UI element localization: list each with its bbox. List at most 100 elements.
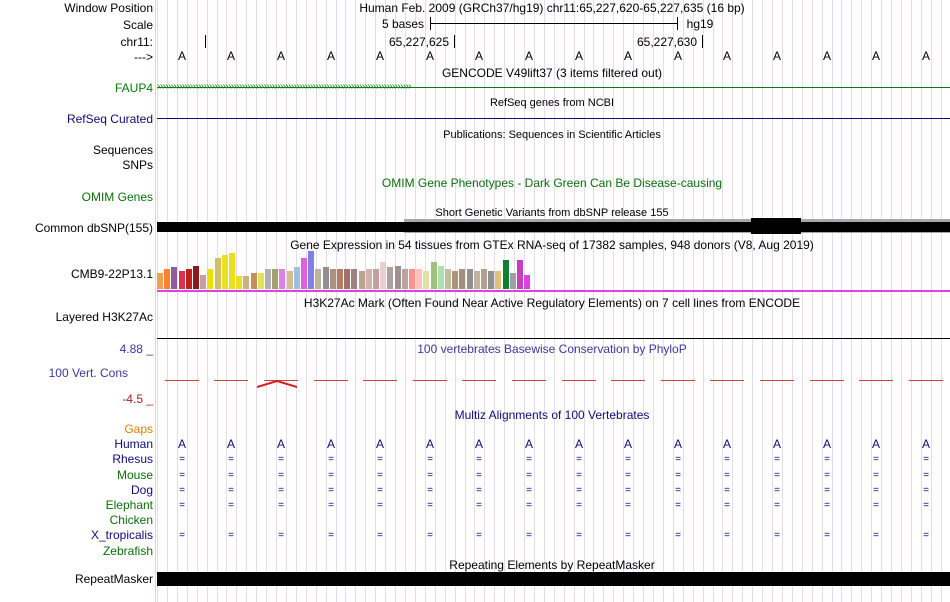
grid-line <box>375 0 376 602</box>
grid-line <box>296 0 297 602</box>
gtex-tissue-bar[interactable] <box>157 273 163 289</box>
gtex-tissue-bar[interactable] <box>329 269 336 289</box>
gtex-tissue-bar[interactable] <box>481 269 487 289</box>
gtex-tissue-bar[interactable] <box>315 269 322 289</box>
h3k27ac-track-label[interactable]: Layered H3K27Ac <box>55 310 153 324</box>
gtex-tissue-bar[interactable] <box>344 269 351 289</box>
dbsnp-variant-block[interactable] <box>751 218 801 234</box>
gtex-tissue-bar[interactable] <box>509 273 516 289</box>
multiz-species-label[interactable]: Elephant <box>105 498 153 512</box>
grid-line <box>802 0 803 602</box>
refseq-track-label[interactable]: RefSeq Curated <box>66 112 153 126</box>
grid-line <box>851 0 852 602</box>
gtex-tissue-bar[interactable] <box>337 269 343 289</box>
multiz-species-label[interactable]: Human <box>114 437 153 452</box>
multiz-species-label[interactable]: Gaps <box>124 422 153 436</box>
gtex-tissue-bar[interactable] <box>365 269 372 289</box>
gtex-tissue-bar[interactable] <box>229 253 235 289</box>
gtex-tissue-bar[interactable] <box>257 273 264 289</box>
gtex-tissue-bar[interactable] <box>373 269 379 289</box>
gtex-tissue-bar[interactable] <box>380 262 387 289</box>
gtex-tissue-bar[interactable] <box>473 271 480 289</box>
grid-line <box>673 0 674 602</box>
gtex-tissue-bar[interactable] <box>502 260 509 289</box>
gtex-tissue-bar[interactable] <box>452 271 459 289</box>
gtex-tissue-bar[interactable] <box>301 258 307 289</box>
grid-line <box>921 0 922 602</box>
gtex-tissue-bar[interactable] <box>524 275 531 289</box>
multiz-base-cell: = <box>228 454 234 466</box>
gtex-tissue-bar[interactable] <box>293 267 300 289</box>
phylop-value-mark <box>512 380 546 381</box>
dbsnp-track-label[interactable]: Common dbSNP(155) <box>34 221 153 235</box>
omim-track-label[interactable]: OMIM Genes <box>81 190 153 204</box>
gtex-tissue-bar[interactable] <box>358 271 365 289</box>
gtex-tissue-bar[interactable] <box>401 269 408 289</box>
gtex-tissue-bar[interactable] <box>250 273 257 289</box>
base-letter: A <box>871 49 880 63</box>
gtex-tissue-bar[interactable] <box>164 269 171 289</box>
multiz-species-label[interactable]: Zebrafish <box>102 543 153 558</box>
multiz-species-label[interactable]: Rhesus <box>112 452 153 467</box>
publications-snps-label[interactable]: SNPs <box>122 158 153 172</box>
grid-line <box>226 0 227 602</box>
repeatmasker-element-bar[interactable] <box>157 572 950 586</box>
dbsnp-feature-bar[interactable] <box>157 222 950 232</box>
multiz-species-label[interactable]: Dog <box>130 482 153 497</box>
refseq-gene-line[interactable] <box>157 118 950 119</box>
gtex-tissue-bar[interactable] <box>279 269 286 289</box>
gtex-tissue-bar[interactable] <box>193 266 199 289</box>
gtex-tissue-bar[interactable] <box>430 262 437 289</box>
gtex-tissue-bar[interactable] <box>207 269 214 289</box>
publications-sequences-label[interactable]: Sequences <box>92 143 153 157</box>
gtex-tissue-bar[interactable] <box>351 269 358 289</box>
multiz-species-label[interactable]: Chicken <box>109 513 153 528</box>
gtex-tissue-bar[interactable] <box>409 269 415 289</box>
gtex-tissue-bar[interactable] <box>236 276 243 289</box>
gtex-tissue-bar[interactable] <box>200 275 207 289</box>
gencode-track-title: GENCODE V49lift37 (3 items filtered out) <box>441 66 663 80</box>
grid-line <box>941 0 942 602</box>
grid-line <box>177 0 178 602</box>
gtex-tissue-bar[interactable] <box>466 269 473 289</box>
gtex-tissue-bar[interactable] <box>488 271 495 289</box>
phylop-track-label[interactable]: 100 Vert. Cons <box>48 366 128 380</box>
multiz-species-label[interactable]: X_tropicalis <box>90 528 153 543</box>
grid-line <box>385 0 386 602</box>
gtex-tissue-bar[interactable] <box>459 269 466 289</box>
gtex-tissue-bar[interactable] <box>387 267 394 289</box>
grid-line <box>484 0 485 602</box>
gtex-tissue-bar[interactable] <box>394 266 401 289</box>
gencode-transcript-line[interactable] <box>157 87 950 88</box>
gtex-tissue-bar[interactable] <box>214 258 221 289</box>
multiz-base-cell: = <box>328 530 334 542</box>
gtex-tissue-bar[interactable] <box>272 269 279 289</box>
multiz-base-cell: = <box>923 469 929 481</box>
gtex-tissue-bar[interactable] <box>445 269 451 289</box>
gtex-tissue-bar[interactable] <box>416 269 423 289</box>
multiz-base-cell: = <box>923 484 929 496</box>
ruler-tick <box>454 35 455 48</box>
gtex-tissue-bar[interactable] <box>243 276 250 289</box>
multiz-base-cell: = <box>774 454 780 466</box>
gtex-tissue-bar[interactable] <box>495 271 502 289</box>
gtex-tissue-bar[interactable] <box>171 267 178 289</box>
gtex-tissue-bar[interactable] <box>437 266 444 289</box>
gtex-track-label[interactable]: CMB9-22P13.1 <box>70 267 153 281</box>
gencode-strand-arrows: ››››››››››››››››››››››››››››››››››››››››… <box>157 81 412 92</box>
gtex-gene-line[interactable] <box>157 290 950 292</box>
repeatmasker-track-label[interactable]: RepeatMasker <box>74 572 153 586</box>
gtex-tissue-bar[interactable] <box>322 267 329 289</box>
multiz-base-cell: = <box>625 484 631 496</box>
gencode-track-label[interactable]: FAUP4 <box>114 81 153 95</box>
gtex-tissue-bar[interactable] <box>423 271 430 289</box>
gtex-tissue-bar[interactable] <box>286 271 293 289</box>
gtex-tissue-bar[interactable] <box>185 269 192 289</box>
gtex-tissue-bar[interactable] <box>265 269 271 289</box>
gtex-tissue-bar[interactable] <box>221 255 228 289</box>
gtex-tissue-bar[interactable] <box>178 271 185 289</box>
gtex-tissue-bar[interactable] <box>308 251 315 289</box>
gtex-tissue-bar[interactable] <box>517 260 523 289</box>
multiz-species-label[interactable]: Mouse <box>116 467 153 482</box>
